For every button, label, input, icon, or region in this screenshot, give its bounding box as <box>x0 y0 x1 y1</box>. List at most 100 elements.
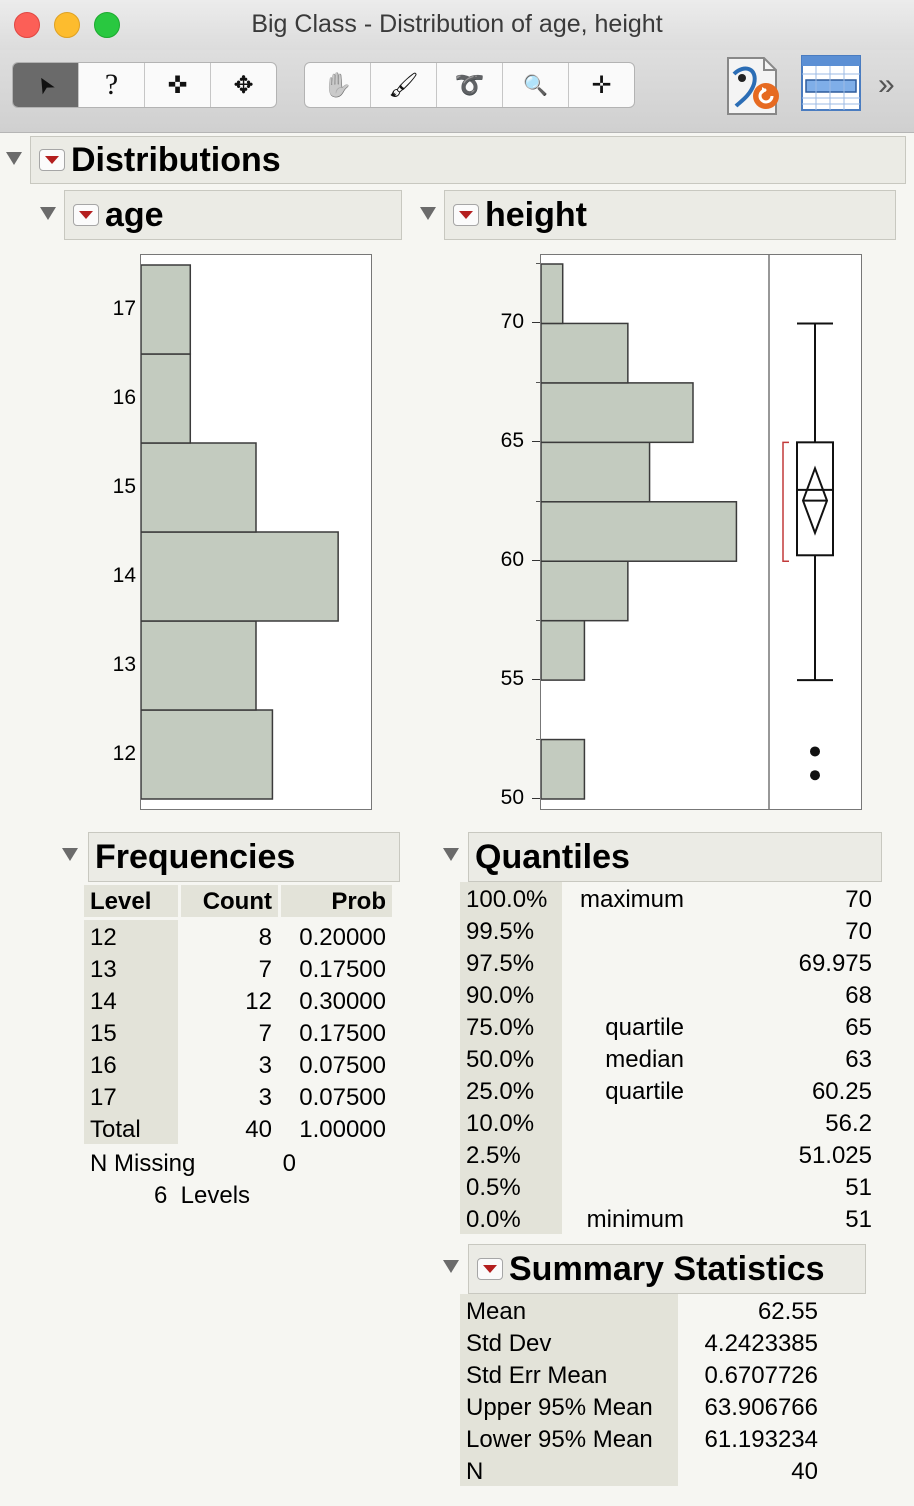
height-minor-tick <box>536 263 540 264</box>
quant-label: quartile <box>605 1078 684 1105</box>
selection-icon: ✜ <box>167 71 188 99</box>
height-tick-mark-50 <box>532 798 540 799</box>
height-tick-mark-65 <box>532 441 540 443</box>
toolbar: ➤ ? ✜ ✥ ✋ 🖌 ➰ 🔍 ✛ » <box>0 50 914 133</box>
minimize-window-button[interactable] <box>54 12 80 38</box>
quant-label: quartile <box>605 1014 684 1041</box>
age-disclosure-icon[interactable] <box>40 207 56 220</box>
distributions-menu-icon[interactable] <box>39 149 65 171</box>
window-title: Big Class - Distribution of age, height <box>251 10 663 38</box>
freq-level-shade <box>84 920 178 1144</box>
height-disclosure-icon[interactable] <box>420 207 436 220</box>
height-histogram-frame <box>540 254 862 810</box>
age-header: age <box>64 190 402 240</box>
outlier-point-1[interactable] <box>810 746 820 757</box>
quant-pct: 50.0% <box>466 1046 535 1073</box>
height-minor-tick <box>536 738 540 740</box>
levels-count: 6 Levels <box>154 1182 251 1209</box>
outlier-point-0[interactable] <box>810 770 820 781</box>
summary-menu-icon[interactable] <box>477 1258 503 1280</box>
summary-header: Summary Statistics <box>468 1244 866 1294</box>
data-table-button[interactable] <box>800 54 864 114</box>
quantiles-header: Quantiles <box>468 832 882 882</box>
quant-label: maximum <box>579 886 684 913</box>
age-bar-17[interactable] <box>141 264 192 355</box>
quant-value: 70 <box>845 886 872 913</box>
height-minor-tick <box>536 619 540 621</box>
height-title: height <box>485 195 587 234</box>
height-bar-60[interactable] <box>541 501 738 562</box>
age-bar-13[interactable] <box>141 620 257 711</box>
lasso-tool-button[interactable]: ➰ <box>437 63 503 107</box>
height-menu-icon[interactable] <box>453 204 479 226</box>
height-bar-67.5[interactable] <box>541 322 629 384</box>
freq-count-Total: 40 <box>245 1116 272 1143</box>
zoom-window-button[interactable] <box>94 12 120 38</box>
freq-prob-14: 0.30000 <box>299 988 386 1015</box>
quant-pct: 0.5% <box>466 1174 521 1201</box>
height-tick-60: 60 <box>500 548 524 572</box>
summary-label: Std Err Mean <box>466 1362 608 1389</box>
freq-prob-17: 0.07500 <box>299 1084 386 1111</box>
help-tool-button[interactable]: ? <box>79 63 145 107</box>
freq-level-13: 13 <box>90 956 117 983</box>
height-bar-65[interactable] <box>541 382 694 444</box>
frequencies-disclosure-icon[interactable] <box>62 848 78 861</box>
summary-label: Std Dev <box>466 1330 552 1357</box>
jmp-home-button[interactable] <box>720 54 784 118</box>
n-missing-value: 0 <box>282 1150 296 1177</box>
height-bar-57.5[interactable] <box>541 560 629 622</box>
toolbar-overflow-button[interactable]: » <box>878 68 895 101</box>
age-bar-12[interactable] <box>141 709 274 800</box>
height-tick-70: 70 <box>500 310 524 334</box>
summary-label: Upper 95% Mean <box>466 1394 653 1421</box>
freq-count-14: 12 <box>245 988 272 1015</box>
age-menu-icon[interactable] <box>73 204 99 226</box>
crosshair-icon: ✛ <box>591 71 612 99</box>
summary-value: 63.906766 <box>704 1394 818 1421</box>
height-bar-55[interactable] <box>541 619 586 681</box>
arrow-tool-button[interactable]: ➤ <box>13 63 79 107</box>
age-tick-16: 16 <box>112 385 136 409</box>
quant-pct: 10.0% <box>466 1110 535 1137</box>
height-tick-55: 55 <box>500 667 524 691</box>
freq-level-12: 12 <box>90 924 117 951</box>
brush-icon: 🖌 <box>388 71 419 99</box>
summary-label: N <box>466 1458 484 1485</box>
summary-label-shade <box>460 1294 678 1486</box>
freq-level-14: 14 <box>90 988 117 1015</box>
frequencies-header: Frequencies <box>88 832 400 882</box>
freq-col-gap <box>178 885 181 917</box>
brush-tool-button[interactable]: 🖌 <box>371 63 437 107</box>
title-bar: Big Class - Distribution of age, height <box>0 0 914 50</box>
height-tick-mark-70 <box>532 322 540 324</box>
crosshair-tool-button[interactable]: ✛ <box>569 63 634 107</box>
age-bar-15[interactable] <box>141 442 257 533</box>
distributions-disclosure-icon[interactable] <box>6 152 22 165</box>
close-window-button[interactable] <box>14 12 40 38</box>
age-bar-16[interactable] <box>141 353 192 444</box>
height-bar-70[interactable] <box>541 263 564 325</box>
move-tool-button[interactable]: ✥ <box>211 63 276 107</box>
quant-value: 63 <box>845 1046 872 1073</box>
summary-disclosure-icon[interactable] <box>443 1260 459 1273</box>
height-boxplot[interactable] <box>796 322 834 682</box>
magnifier-tool-button[interactable]: 🔍 <box>503 63 569 107</box>
age-title: age <box>105 195 164 234</box>
quant-value: 69.975 <box>798 950 872 977</box>
height-bar-50[interactable] <box>541 738 586 800</box>
quantiles-disclosure-icon[interactable] <box>443 848 459 861</box>
grabber-tool-button[interactable]: ✋ <box>305 63 371 107</box>
age-bar-14[interactable] <box>141 531 339 622</box>
n-missing-label: N Missing <box>90 1150 196 1177</box>
selection-tool-button[interactable]: ✜ <box>145 63 211 107</box>
data-table-icon <box>801 55 861 111</box>
move-icon: ✥ <box>233 71 254 99</box>
freq-prob-13: 0.17500 <box>299 956 386 983</box>
age-tick-14: 14 <box>112 563 136 587</box>
age-tick-13: 13 <box>112 652 136 676</box>
freq-header-level: Level <box>90 888 152 915</box>
freq-count-12: 8 <box>258 924 272 951</box>
height-bar-62.5[interactable] <box>541 441 651 503</box>
freq-level-16: 16 <box>90 1052 117 1079</box>
